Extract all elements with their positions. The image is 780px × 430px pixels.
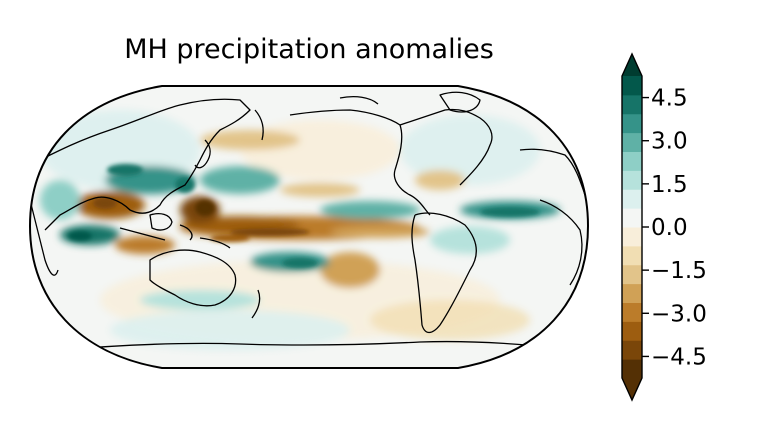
coastlines [30, 91, 586, 351]
colorbar-tick-label: −1.5 [651, 258, 707, 284]
colorbar-tick-label: −4.5 [651, 344, 707, 370]
colorbar-segment [622, 76, 642, 96]
colorbar-segment [622, 170, 642, 190]
colorbar-segment [622, 302, 642, 322]
colorbar-segment [622, 359, 642, 379]
colorbar-tick-label: 3.0 [651, 129, 688, 155]
colorbar-segment [622, 113, 642, 134]
colorbar-tick-label: 4.5 [651, 86, 688, 112]
map-panel [28, 85, 590, 369]
precipitation-field [40, 110, 560, 350]
colorbar-tick-label: −3.0 [651, 301, 707, 327]
map-title: MH precipitation anomalies [124, 34, 494, 65]
colorbar-segment [622, 245, 642, 266]
colorbar-tick-label: 0.0 [651, 215, 688, 241]
colorbar-extend-top [622, 54, 642, 76]
colorbar-segment [622, 283, 642, 303]
colorbar-segment [622, 264, 642, 285]
colorbar-segment [622, 189, 642, 209]
colorbar-segment [622, 340, 642, 360]
colorbar-segment [622, 208, 642, 228]
map-outline [28, 85, 590, 369]
colorbar: 4.5 3.0 1.5 0.0 −1.5 −3.0 −4.5 [621, 52, 707, 402]
colorbar-outline [621, 52, 643, 402]
colorbar-segment [622, 227, 642, 247]
colorbar-segment [622, 132, 642, 152]
colorbar-tick-label: 1.5 [651, 172, 688, 198]
colorbar-segment [622, 151, 642, 171]
colorbar-segment [622, 94, 642, 115]
colorbar-extend-bottom [622, 378, 642, 400]
colorbar-segment [622, 321, 642, 341]
